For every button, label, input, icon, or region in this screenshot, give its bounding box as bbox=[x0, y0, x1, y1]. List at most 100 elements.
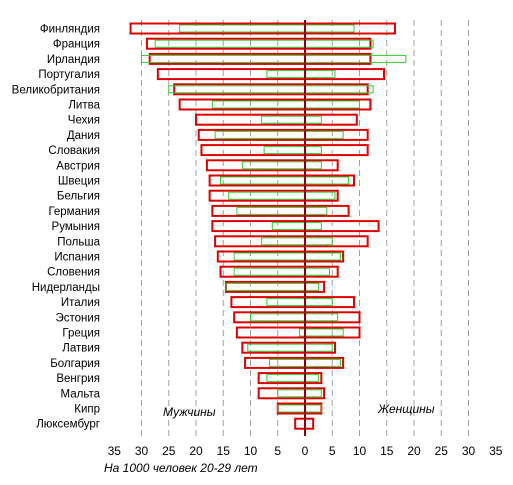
bar-right-green-20 bbox=[304, 328, 344, 337]
bar-left-green-18 bbox=[266, 298, 306, 307]
bar-right-green-9 bbox=[304, 161, 322, 170]
x-tick-label: 10 bbox=[244, 444, 258, 458]
bar-right-green-10 bbox=[304, 176, 350, 185]
bar-left-green-12 bbox=[236, 206, 306, 215]
x-tick-label: 20 bbox=[189, 444, 203, 458]
bar-right-green-14 bbox=[304, 237, 333, 246]
bar-right-green-21 bbox=[304, 343, 333, 352]
bar-right-green-2 bbox=[304, 54, 407, 63]
x-tick-labels: 35 30 25 20 15 10 5 0 5 10 15 20 25 30 35 bbox=[108, 444, 503, 458]
category-label: Литва bbox=[68, 100, 100, 112]
category-label: Люксембург bbox=[36, 419, 100, 431]
bar-left-green-6 bbox=[260, 115, 306, 124]
x-tick-label: 5 bbox=[329, 444, 336, 458]
x-tick-label: 30 bbox=[462, 444, 476, 458]
category-label: Дания bbox=[67, 130, 100, 142]
bar-right-green-24 bbox=[304, 389, 322, 398]
bar-left-green-21 bbox=[247, 343, 306, 352]
x-tick-label: 0 bbox=[302, 444, 309, 458]
bar-right-green-3 bbox=[304, 70, 336, 79]
x-tick-label: 35 bbox=[489, 444, 503, 458]
bar-right-green-1 bbox=[304, 39, 374, 48]
x-tick-label: 10 bbox=[353, 444, 367, 458]
annotation-women: Женщины bbox=[377, 402, 435, 416]
category-label: Латвия bbox=[62, 343, 100, 355]
category-label: Италия bbox=[61, 297, 100, 309]
bar-left-green-22 bbox=[269, 358, 306, 367]
annotation-men: Мужчины bbox=[163, 405, 216, 419]
bar-left-green-17 bbox=[225, 282, 306, 291]
category-label: Словакия bbox=[48, 145, 100, 157]
bar-left-red-20 bbox=[235, 326, 306, 339]
bar-right-green-6 bbox=[304, 115, 322, 124]
bar-left-green-10 bbox=[220, 176, 306, 185]
bar-left-green-5 bbox=[211, 100, 306, 109]
x-tick-label: 15 bbox=[380, 444, 394, 458]
bar-right-green-8 bbox=[304, 146, 322, 155]
category-label: Болгария bbox=[50, 358, 100, 370]
category-label: Ирландия bbox=[47, 54, 100, 66]
category-label: Кипр bbox=[74, 404, 100, 416]
x-tick-label: 35 bbox=[108, 444, 122, 458]
x-tick-label: 20 bbox=[407, 444, 421, 458]
bar-right-green-7 bbox=[304, 130, 344, 139]
bar-left-green-14 bbox=[260, 237, 306, 246]
bar-left-green-0 bbox=[179, 24, 306, 33]
category-label: Финляндия bbox=[40, 24, 100, 36]
bar-left-green-7 bbox=[214, 130, 306, 139]
category-label: Эстония bbox=[55, 312, 100, 324]
bar-right-green-0 bbox=[304, 24, 355, 33]
x-tick-label: 25 bbox=[435, 444, 449, 458]
bar-right-green-19 bbox=[304, 313, 339, 322]
bar-right-green-17 bbox=[304, 282, 320, 291]
category-label: Франция bbox=[53, 39, 100, 51]
category-label: Великобритания bbox=[12, 84, 100, 96]
bar-left-green-16 bbox=[233, 267, 306, 276]
bar-right-green-12 bbox=[304, 206, 328, 215]
category-label: Австрия bbox=[56, 160, 100, 172]
x-tick-label: 15 bbox=[217, 444, 231, 458]
category-label: Нидерланды bbox=[32, 282, 100, 294]
bar-right-green-25 bbox=[304, 404, 322, 413]
bar-left-green-13 bbox=[271, 222, 306, 231]
bar-right-green-18 bbox=[304, 298, 333, 307]
bars bbox=[129, 22, 407, 430]
bar-right-green-4 bbox=[304, 85, 374, 94]
bar-left-green-24 bbox=[277, 389, 306, 398]
bar-right-green-16 bbox=[304, 267, 331, 276]
bar-left-red-26 bbox=[294, 417, 307, 430]
category-label: Польша bbox=[57, 236, 100, 248]
bar-right-green-22 bbox=[304, 358, 341, 367]
bar-left-green-4 bbox=[168, 85, 306, 94]
x-tick-label: 30 bbox=[135, 444, 149, 458]
x-axis-label: На 1000 человек 20-29 лет bbox=[104, 461, 258, 475]
x-tick-label: 5 bbox=[274, 444, 281, 458]
category-label: Мальта bbox=[61, 388, 101, 400]
category-label: Германия bbox=[48, 206, 100, 218]
category-label: Испания bbox=[54, 252, 100, 264]
category-label: Швеция bbox=[58, 176, 100, 188]
bar-left-green-23 bbox=[266, 374, 306, 383]
bar-left-green-25 bbox=[277, 404, 306, 413]
bar-right-green-13 bbox=[304, 222, 322, 231]
bar-right-green-23 bbox=[304, 374, 320, 383]
bar-right-green-15 bbox=[304, 252, 341, 261]
category-label: Португалия bbox=[38, 69, 100, 81]
bar-left-green-1 bbox=[154, 39, 306, 48]
category-label: Словения bbox=[47, 267, 100, 279]
category-label: Венгрия bbox=[56, 373, 100, 385]
bar-left-green-8 bbox=[263, 146, 306, 155]
bar-right-green-11 bbox=[304, 191, 336, 200]
category-label: Румыния bbox=[52, 221, 100, 233]
x-tick-label: 25 bbox=[162, 444, 176, 458]
bar-right-red-26 bbox=[304, 417, 315, 430]
bar-left-green-11 bbox=[228, 191, 306, 200]
bar-left-green-9 bbox=[241, 161, 306, 170]
bar-left-green-3 bbox=[266, 70, 306, 79]
bar-left-green-15 bbox=[233, 252, 306, 261]
category-label: Чехия bbox=[68, 115, 100, 127]
category-label: Греция bbox=[62, 328, 100, 340]
category-labels: Финляндия Франция Ирландия Португалия Велико… bbox=[12, 24, 101, 431]
category-label: Бельгия bbox=[57, 191, 100, 203]
